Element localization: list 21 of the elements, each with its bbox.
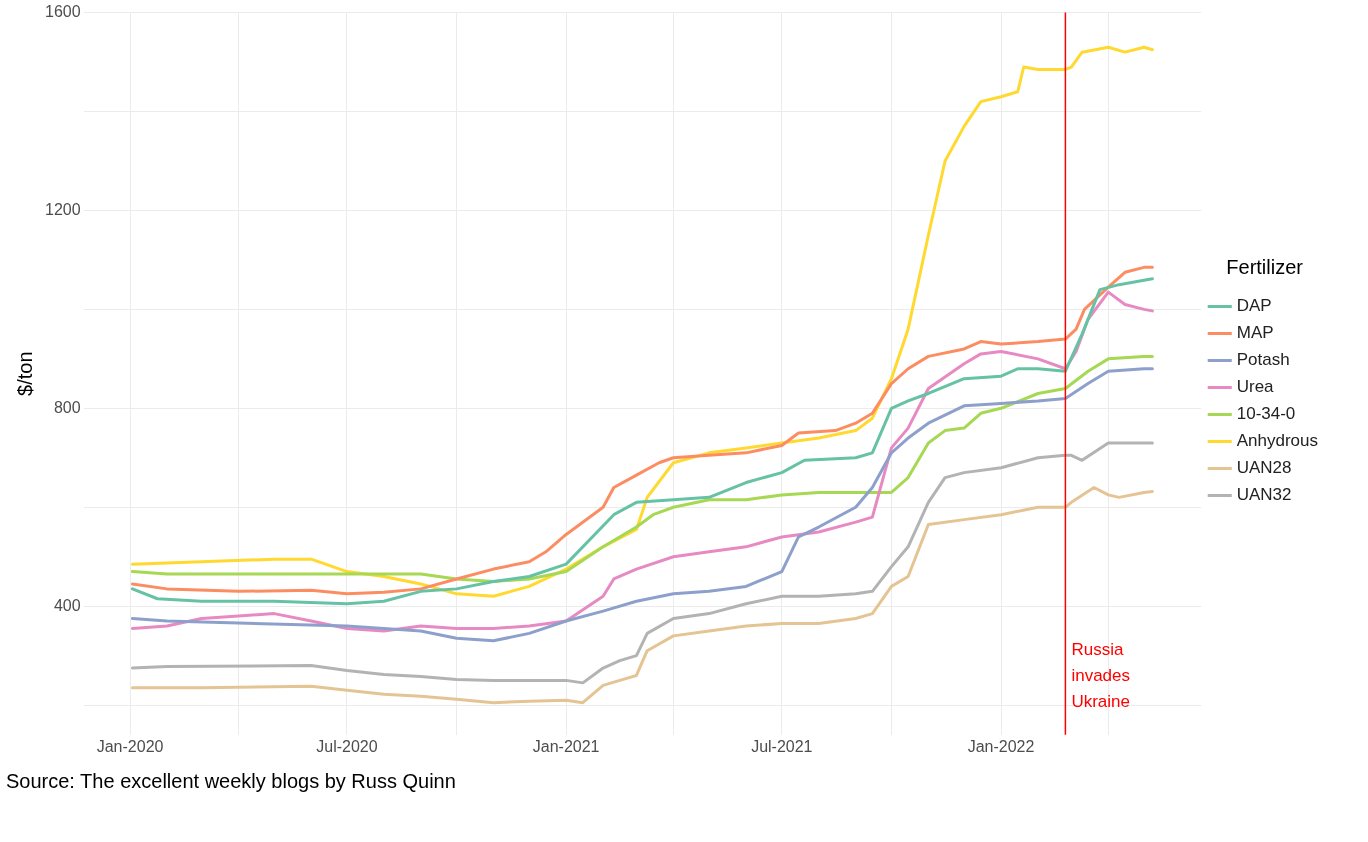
x-tick-label: Jan-2021	[532, 737, 600, 755]
y-tick-label: 1600	[45, 3, 81, 21]
y-axis-title: $/ton	[13, 351, 36, 396]
ref-line-label: Russia invades Ukraine	[1071, 639, 1130, 711]
legend-label: MAP	[1236, 323, 1274, 343]
legend-label: DAP	[1236, 296, 1272, 316]
legend-label: Urea	[1236, 377, 1275, 397]
legend-label: 10-34-0	[1236, 404, 1296, 424]
y-tick-label: 1200	[45, 200, 81, 218]
legend-title: Fertilizer	[1226, 255, 1304, 278]
x-tick-label: Jul-2021	[751, 737, 813, 755]
legend-label: UAN32	[1236, 485, 1292, 505]
legend-label: Potash	[1236, 350, 1290, 370]
x-tick-label: Jul-2020	[316, 737, 378, 755]
x-tick-label: Jan-2022	[967, 737, 1035, 755]
x-tick-label: Jan-2020	[96, 737, 164, 755]
source-note: Source: The excellent weekly blogs by Russ Quinn	[6, 770, 456, 793]
y-tick-label: 800	[53, 398, 81, 416]
y-tick-label: 400	[53, 596, 81, 614]
legend-label: UAN28	[1236, 458, 1292, 478]
legend-label: Anhydrous	[1236, 431, 1319, 451]
